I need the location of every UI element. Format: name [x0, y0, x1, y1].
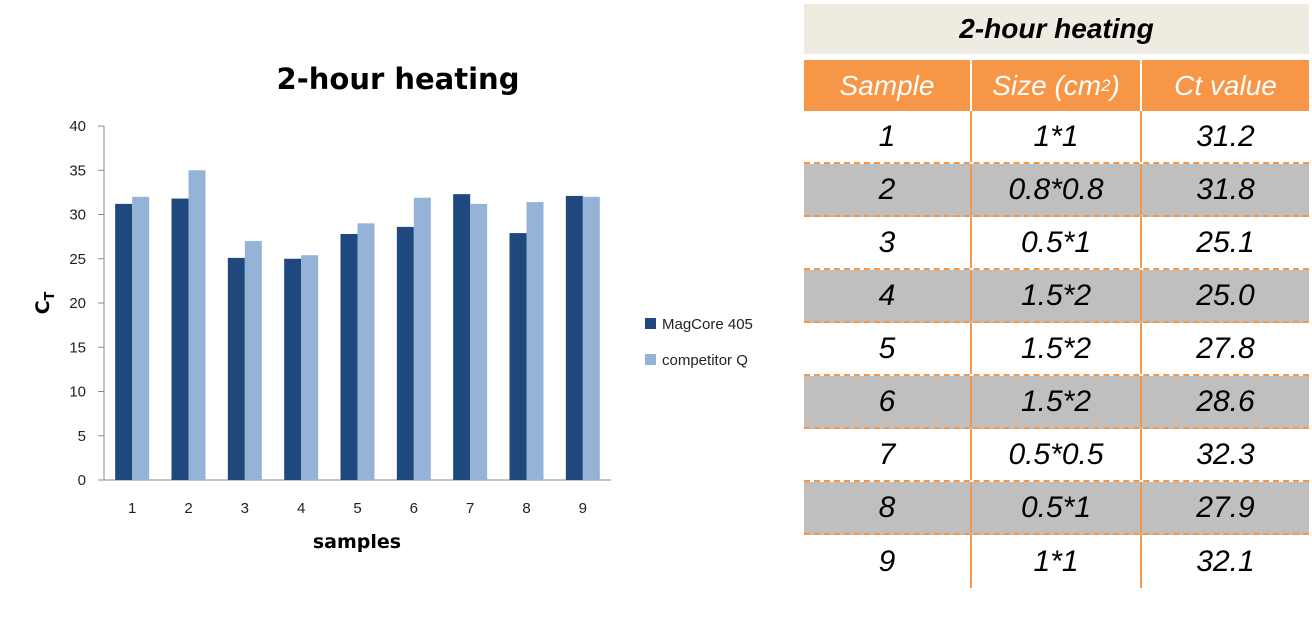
legend-label: competitor Q: [662, 352, 748, 369]
cell-ct: 28.6: [1196, 384, 1255, 418]
bar-competitor: [470, 203, 488, 480]
cell-sample: 8: [804, 482, 972, 533]
table-row: 9 1*1 32.1: [804, 535, 1309, 588]
cell-ct: 31.2: [1196, 119, 1255, 153]
table-row: 1 1*1 31.2: [804, 111, 1309, 164]
x-tick-label: 6: [410, 500, 418, 517]
cell-size: 1.5*2: [972, 376, 1142, 427]
cell-size: 0.5*1: [972, 482, 1142, 533]
header-size-end: ): [1110, 69, 1120, 101]
bar-competitor: [526, 202, 544, 481]
table-row: 2 0.8*0.8 31.8: [804, 164, 1309, 217]
cell-size: 1*1: [972, 535, 1142, 588]
y-tick-label: 0: [78, 472, 86, 489]
bar-competitor: [188, 170, 206, 480]
bar-magcore: [171, 198, 189, 480]
cell-size: 1.5*2: [972, 323, 1142, 374]
bar-magcore: [509, 233, 527, 480]
header-sample: Sample: [804, 60, 972, 111]
cell-sample: 6: [804, 376, 972, 427]
bar-magcore: [565, 195, 583, 481]
y-tick-label: 40: [69, 118, 86, 135]
y-tick-label: 35: [69, 162, 86, 179]
bar-magcore: [284, 258, 302, 480]
bar-magcore: [227, 257, 245, 480]
table-row: 7 0.5*0.5 32.3: [804, 429, 1309, 482]
cell-sample: 9: [804, 535, 972, 588]
x-tick-label: 9: [579, 500, 587, 517]
table-row: 3 0.5*1 25.1: [804, 217, 1309, 270]
chart-svg: 2-hour heating 0 5 10 15 20 25 30 35 40 1 2 3 4 5 6 7 8…: [32, 62, 753, 553]
legend-label: MagCore 405: [662, 316, 753, 333]
table-header-row: Sample Size (cm 2) Ct value: [804, 60, 1309, 111]
table-row: 6 1.5*2 28.6: [804, 376, 1309, 429]
bars: [115, 170, 600, 481]
cell-ct: 32.1: [1196, 544, 1255, 578]
x-tick-label: 7: [466, 500, 474, 517]
header-ct: Ct value: [1174, 69, 1277, 101]
cell-size: 1.5*2: [972, 270, 1142, 321]
legend-swatch: [645, 354, 656, 365]
y-tick-label: 10: [69, 384, 86, 401]
cell-size: 0.8*0.8: [972, 164, 1142, 215]
cell-size: 0.5*0.5: [972, 429, 1142, 480]
y-axis-title-main: C: [32, 300, 54, 314]
bar-magcore: [453, 194, 471, 480]
cell-sample: 1: [804, 111, 972, 162]
bar-competitor: [413, 197, 431, 480]
cell-ct: 32.3: [1196, 437, 1255, 471]
bar-competitor: [301, 255, 319, 480]
bar-magcore: [396, 226, 414, 480]
header-size-text: Size (cm: [992, 69, 1102, 101]
x-axis-title: samples: [313, 531, 401, 553]
bar-magcore: [340, 233, 358, 480]
cell-sample: 7: [804, 429, 972, 480]
x-axis: 1 2 3 4 5 6 7 8 9: [104, 479, 611, 517]
x-tick-label: 8: [522, 500, 530, 517]
bar-competitor: [132, 196, 150, 481]
bar-competitor: [582, 196, 600, 481]
table-title: 2-hour heating: [804, 4, 1309, 54]
legend-swatch: [645, 318, 656, 329]
bar-competitor: [244, 241, 262, 480]
y-tick-label: 20: [69, 295, 86, 312]
x-tick-label: 3: [241, 500, 249, 517]
ct-table: 2-hour heating Sample Size (cm 2) Ct valu…: [804, 4, 1309, 588]
cell-sample: 2: [804, 164, 972, 215]
legend: MagCore 405 competitor Q: [645, 316, 753, 369]
table-body: 1 1*1 31.2 2 0.8*0.8 31.8 3 0.5*1 25.1 4 1.5*2 25.0…: [804, 111, 1309, 588]
cell-ct: 31.8: [1196, 172, 1255, 206]
header-size: Size (cm 2): [972, 60, 1142, 111]
chart-title: 2-hour heating: [277, 62, 520, 96]
x-tick-label: 2: [184, 500, 192, 517]
bar-competitor: [357, 223, 375, 480]
y-tick-label: 5: [78, 428, 86, 445]
cell-sample: 3: [804, 217, 972, 268]
y-axis: 0 5 10 15 20 25 30 35 40: [69, 118, 105, 489]
cell-size: 1*1: [972, 111, 1142, 162]
table-row: 5 1.5*2 27.8: [804, 323, 1309, 376]
y-tick-label: 25: [69, 251, 86, 268]
y-axis-title: CT: [32, 291, 58, 314]
x-tick-label: 5: [353, 500, 361, 517]
cell-ct: 25.0: [1196, 278, 1255, 312]
cell-sample: 4: [804, 270, 972, 321]
cell-ct: 27.9: [1196, 490, 1255, 524]
bar-chart: 2-hour heating 0 5 10 15 20 25 30 35 40 1 2 3 4 5 6 7 8…: [32, 62, 753, 553]
x-tick-label: 1: [128, 500, 136, 517]
cell-size: 0.5*1: [972, 217, 1142, 268]
table-row: 8 0.5*1 27.9: [804, 482, 1309, 535]
y-axis-title-sub: T: [43, 291, 58, 300]
cell-ct: 25.1: [1196, 225, 1255, 259]
table-row: 4 1.5*2 25.0: [804, 270, 1309, 323]
cell-sample: 5: [804, 323, 972, 374]
y-tick-label: 30: [69, 207, 86, 224]
cell-ct: 27.8: [1196, 331, 1255, 365]
bar-magcore: [115, 203, 133, 480]
x-tick-label: 4: [297, 500, 305, 517]
y-tick-label: 15: [69, 339, 86, 356]
